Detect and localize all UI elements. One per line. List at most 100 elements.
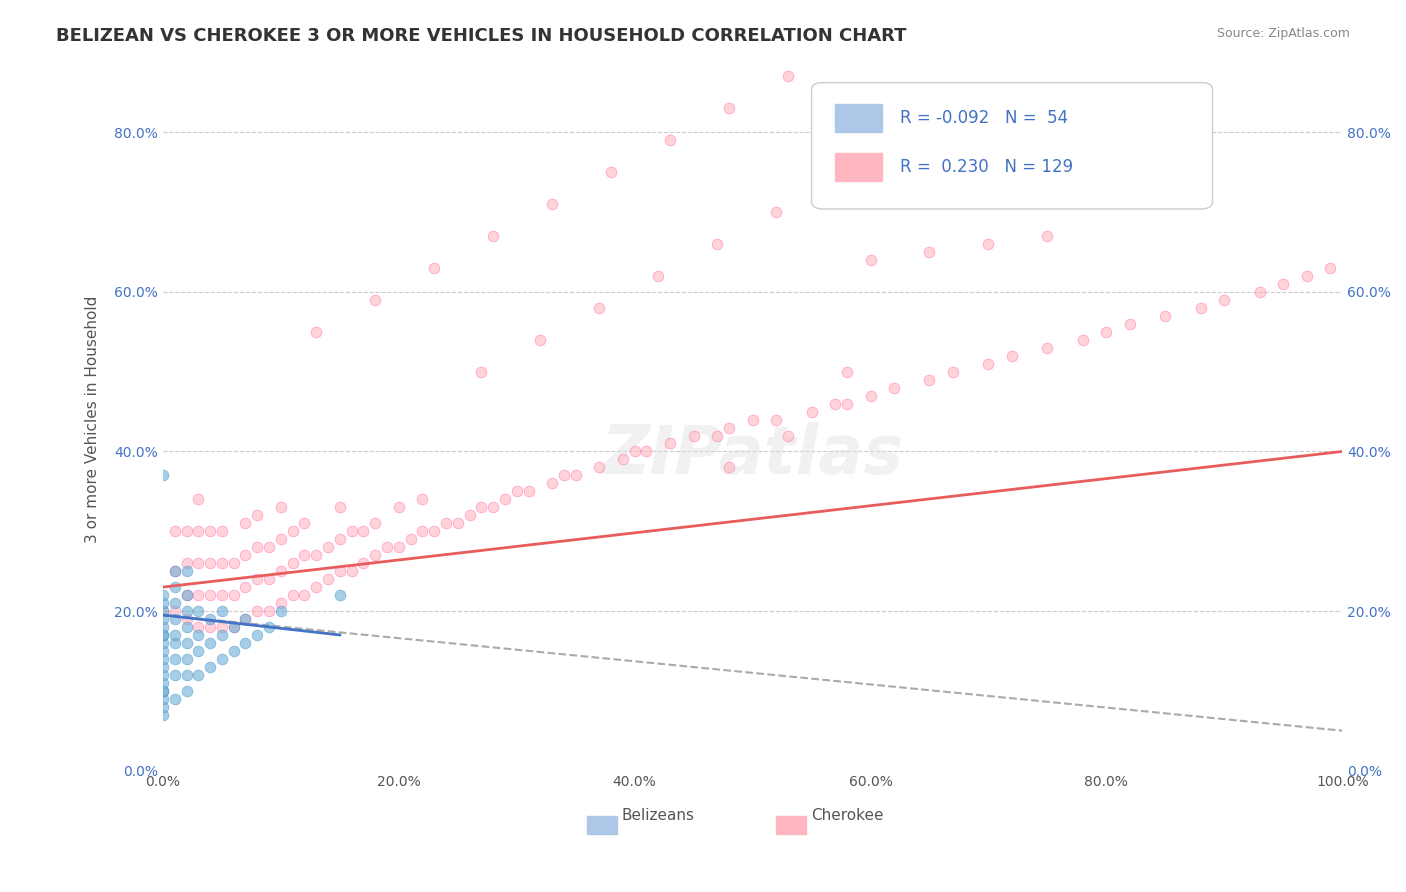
Point (235, 580, 257, 594)
Point (257, 620, 280, 634)
Point (187, 492, 209, 507)
Text: Belizeans: Belizeans (621, 808, 695, 822)
Point (447, 516, 470, 531)
Point (270, 596, 292, 610)
Point (257, 540, 280, 554)
Point (257, 604, 280, 618)
Point (152, 652, 174, 666)
Point (364, 293, 387, 307)
Point (1296, 268, 1319, 283)
Point (176, 636, 198, 650)
Point (623, 444, 645, 458)
Point (235, 548, 257, 562)
Point (187, 524, 209, 539)
Point (246, 572, 269, 586)
Point (434, 516, 457, 531)
Point (176, 564, 198, 578)
Point (222, 620, 245, 634)
Point (411, 524, 433, 539)
Point (176, 588, 198, 602)
Point (564, 468, 586, 483)
FancyBboxPatch shape (776, 816, 806, 834)
Point (152, 636, 174, 650)
Point (470, 365, 492, 379)
Point (163, 652, 186, 666)
Point (152, 604, 174, 618)
Point (211, 524, 233, 539)
Point (235, 636, 257, 650)
Point (316, 540, 339, 554)
Point (835, 365, 858, 379)
Point (765, 205, 787, 219)
Point (163, 604, 186, 618)
Point (423, 524, 446, 539)
Point (152, 683, 174, 698)
Point (211, 604, 233, 618)
Point (163, 691, 186, 706)
Point (352, 556, 374, 570)
Point (222, 644, 245, 658)
Point (800, 404, 823, 418)
Point (741, 412, 763, 426)
Point (1319, 260, 1341, 275)
Point (152, 676, 174, 690)
Point (176, 612, 198, 626)
Point (152, 691, 174, 706)
Point (152, 596, 174, 610)
Point (541, 197, 564, 211)
Point (152, 668, 174, 682)
Point (246, 508, 269, 523)
Point (1119, 317, 1142, 331)
Point (187, 668, 209, 682)
Point (364, 516, 387, 531)
Point (316, 572, 339, 586)
Point (588, 460, 610, 475)
Point (198, 612, 221, 626)
Point (388, 540, 411, 554)
Point (270, 533, 292, 547)
Point (211, 628, 233, 642)
Point (235, 612, 257, 626)
Point (163, 524, 186, 539)
Point (859, 252, 882, 267)
Point (235, 612, 257, 626)
Point (717, 420, 740, 434)
Point (399, 533, 422, 547)
Point (246, 540, 269, 554)
Point (187, 588, 209, 602)
Point (329, 533, 352, 547)
Point (176, 668, 198, 682)
FancyBboxPatch shape (811, 83, 1212, 209)
Text: R = -0.092   N =  54: R = -0.092 N = 54 (900, 109, 1069, 127)
Point (163, 580, 186, 594)
Point (198, 524, 221, 539)
Point (1071, 333, 1094, 347)
Point (152, 588, 174, 602)
Point (482, 229, 505, 244)
Point (942, 365, 965, 379)
Point (270, 500, 292, 515)
Text: Source: ZipAtlas.com: Source: ZipAtlas.com (1216, 27, 1350, 40)
Point (364, 548, 387, 562)
Point (636, 444, 658, 458)
Point (706, 428, 728, 442)
Point (1249, 285, 1271, 299)
Point (163, 564, 186, 578)
Point (1213, 293, 1236, 307)
Point (198, 636, 221, 650)
Point (211, 652, 233, 666)
Point (176, 524, 198, 539)
Point (198, 620, 221, 634)
Point (176, 604, 198, 618)
FancyBboxPatch shape (835, 153, 883, 181)
Point (163, 612, 186, 626)
Point (211, 620, 233, 634)
Point (411, 492, 433, 507)
Point (281, 588, 304, 602)
Point (222, 620, 245, 634)
Point (152, 683, 174, 698)
Point (388, 500, 411, 515)
Point (187, 628, 209, 642)
Point (294, 548, 316, 562)
Point (1001, 349, 1024, 363)
